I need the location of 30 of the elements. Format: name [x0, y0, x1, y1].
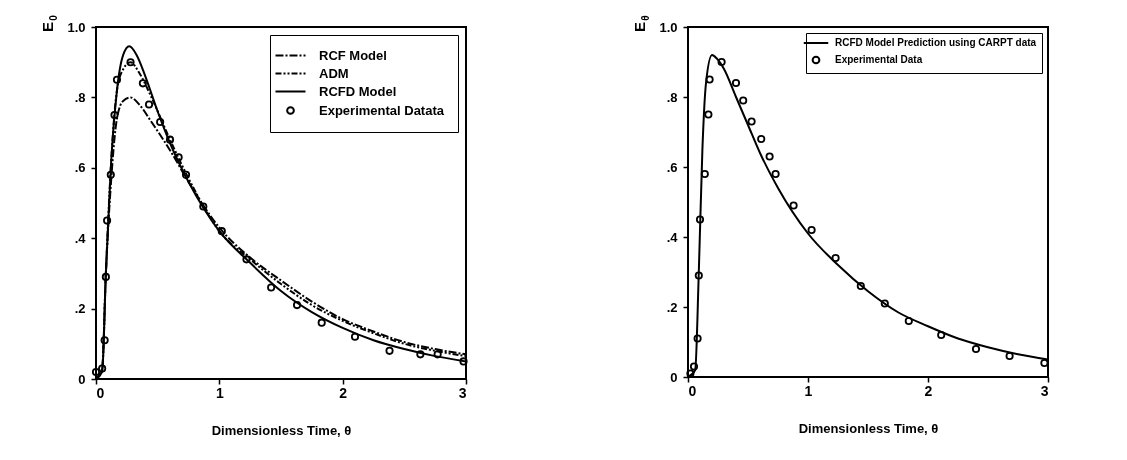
- y-tick-label: .4: [666, 229, 679, 245]
- y-tick-label: .2: [666, 299, 678, 315]
- y-axis-title: Eθ: [631, 15, 651, 33]
- y-tick-label: .2: [74, 301, 86, 317]
- x-tick-label: 2: [924, 382, 933, 399]
- y-tick-label: 1.0: [659, 19, 678, 35]
- y-tick-label: 0: [670, 369, 678, 385]
- x-tick-label: 2: [339, 384, 348, 401]
- x-tick-label: 3: [458, 384, 467, 401]
- x-tick-label: 3: [1040, 382, 1049, 399]
- y-tick-label: .6: [666, 159, 678, 175]
- x-tick-label: 1: [215, 384, 224, 401]
- x-tick-label: 1: [804, 382, 813, 399]
- legend-label: ADM: [319, 65, 349, 81]
- legend-label: Experimental Data: [835, 54, 923, 65]
- y-tick-label: .4: [74, 230, 87, 246]
- y-tick-label: .6: [74, 160, 86, 176]
- legend-label: RCF Model: [319, 47, 387, 63]
- y-tick-label: 1.0: [67, 19, 86, 35]
- y-tick-label: .8: [666, 89, 678, 105]
- x-axis-title: Dimensionless Time, θ: [211, 422, 352, 438]
- legend-label: Experimental Datata: [319, 102, 445, 118]
- x-axis-title: Dimensionless Time, θ: [798, 420, 939, 436]
- legend-label: RCFD Model: [319, 83, 397, 99]
- x-tick-label: 0: [96, 384, 105, 401]
- y-tick-label: .8: [74, 89, 86, 105]
- legend-label: RCFD Model Prediction using CARPT data: [835, 37, 1037, 48]
- y-tick-label: 0: [78, 371, 86, 387]
- x-tick-label: 0: [688, 382, 697, 399]
- y-axis-title: E0: [39, 14, 59, 33]
